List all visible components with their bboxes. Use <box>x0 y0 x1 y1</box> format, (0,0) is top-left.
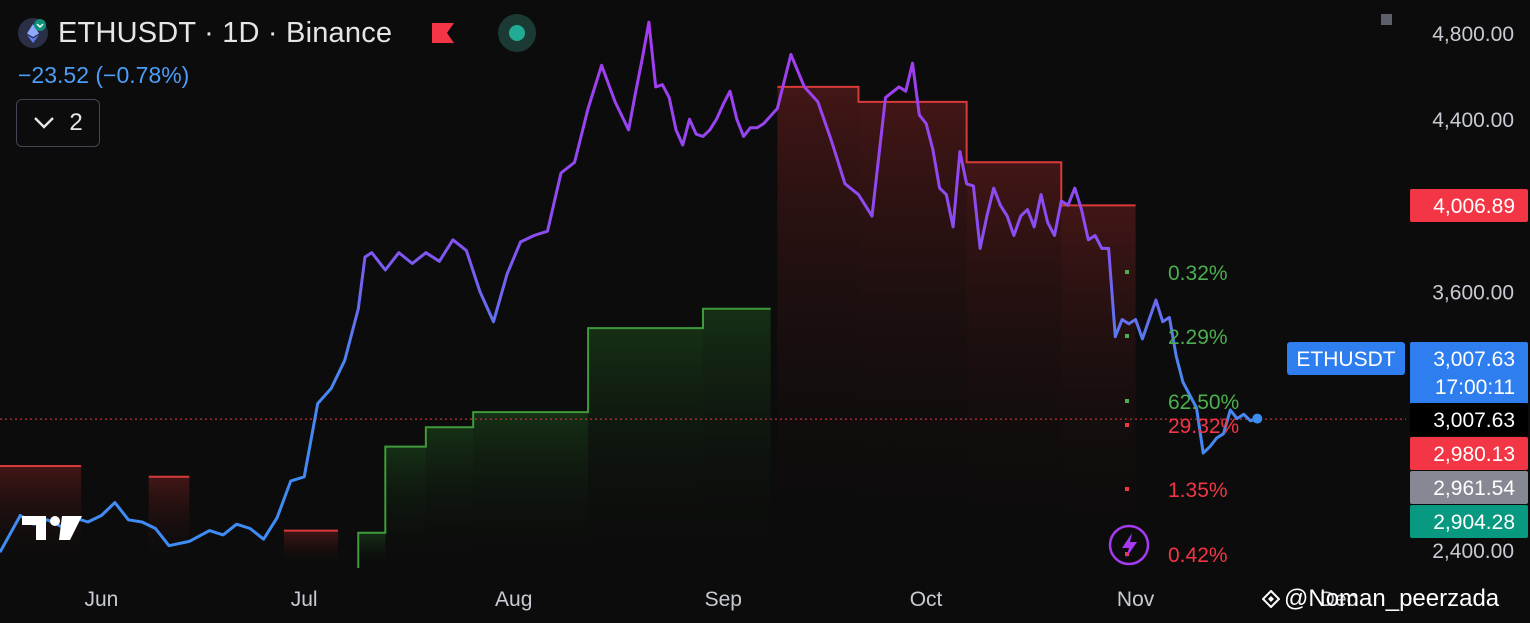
price-label-box <box>1410 437 1528 470</box>
price-label: 3,007.63 <box>1433 409 1515 432</box>
resistance-zone-fill <box>966 162 1062 568</box>
chart-header: ETHUSDT · 1D · Binance <box>18 14 537 52</box>
percent-marker <box>1125 334 1129 338</box>
percent-marker <box>1125 270 1129 274</box>
flag-icon[interactable] <box>432 23 455 43</box>
price-series-line <box>0 20 1258 553</box>
resistance-zone-fill <box>1061 205 1136 569</box>
percent-label: 62.50% <box>1168 391 1239 414</box>
x-tick-label: Nov <box>1117 588 1155 611</box>
ethereum-icon <box>18 18 48 48</box>
support-zone-fill <box>703 308 771 568</box>
lightning-icon[interactable] <box>1108 524 1150 566</box>
y-tick-label: 3,600.00 <box>1432 282 1514 305</box>
x-tick-label: Aug <box>495 588 532 611</box>
resistance-step-line <box>777 85 1136 207</box>
support-zone-fill <box>473 412 589 568</box>
watermark: @Noman_peerzada <box>1262 585 1499 613</box>
maximize-icon[interactable] <box>1381 14 1392 25</box>
last-price-dot <box>1252 413 1263 424</box>
resistance-zone-fill <box>858 101 967 568</box>
support-zone-fill <box>588 328 703 568</box>
support-step-line <box>357 307 771 568</box>
y-tick-label: 4,400.00 <box>1432 109 1514 132</box>
support-zone-fill <box>358 532 386 568</box>
x-tick-label: Jul <box>291 588 318 611</box>
indicators-count: 2 <box>69 109 83 136</box>
resistance-zone-fill <box>283 530 338 568</box>
watermark-text: @Noman_peerzada <box>1284 585 1500 612</box>
price-label: 2,961.54 <box>1433 477 1515 500</box>
symbol-tag: ETHUSDT <box>1296 348 1395 371</box>
resistance-zone-fill <box>148 476 190 568</box>
x-tick-label: Sep <box>705 588 742 611</box>
x-tick-label: Jun <box>84 588 118 611</box>
support-zone-fill <box>425 427 474 568</box>
price-label: 3,007.63 <box>1433 348 1515 371</box>
percent-marker <box>1125 552 1129 556</box>
percent-marker <box>1125 487 1129 491</box>
price-label: 4,006.89 <box>1433 195 1515 218</box>
x-tick-label: Dec <box>1320 588 1357 611</box>
price-label-box <box>1410 403 1528 436</box>
binance-icon <box>1262 590 1280 608</box>
y-tick-label: 2,400.00 <box>1432 540 1514 563</box>
symbol-title[interactable]: ETHUSDT · 1D · Binance <box>58 16 393 49</box>
price-label-box <box>1410 505 1528 538</box>
price-change: −23.52 (−0.78%) <box>18 62 190 88</box>
price-label: 2,980.13 <box>1433 443 1515 466</box>
support-zone-fill <box>385 446 426 568</box>
percent-label: 1.35% <box>1168 479 1228 502</box>
price-label-box <box>1410 342 1528 404</box>
x-tick-label: Oct <box>910 588 943 611</box>
percent-marker <box>1125 423 1129 427</box>
percent-label: 0.42% <box>1168 544 1228 567</box>
price-label-box <box>1410 189 1528 222</box>
price-label: 2,904.28 <box>1433 511 1515 534</box>
percent-label: 29.32% <box>1168 415 1239 438</box>
market-status-icon[interactable] <box>498 14 537 52</box>
resistance-zone-fill <box>777 86 859 569</box>
percent-marker <box>1125 399 1129 403</box>
indicators-collapse-button[interactable]: 2 <box>16 99 100 147</box>
countdown-label: 17:00:11 <box>1435 376 1515 399</box>
percent-label: 2.29% <box>1168 326 1228 349</box>
tradingview-logo <box>22 516 82 540</box>
symbol-tag-box <box>1287 342 1405 375</box>
percent-label: 0.32% <box>1168 262 1228 285</box>
chevron-down-icon <box>34 117 55 129</box>
price-label-box <box>1410 471 1528 504</box>
y-tick-label: 4,800.00 <box>1432 23 1514 46</box>
